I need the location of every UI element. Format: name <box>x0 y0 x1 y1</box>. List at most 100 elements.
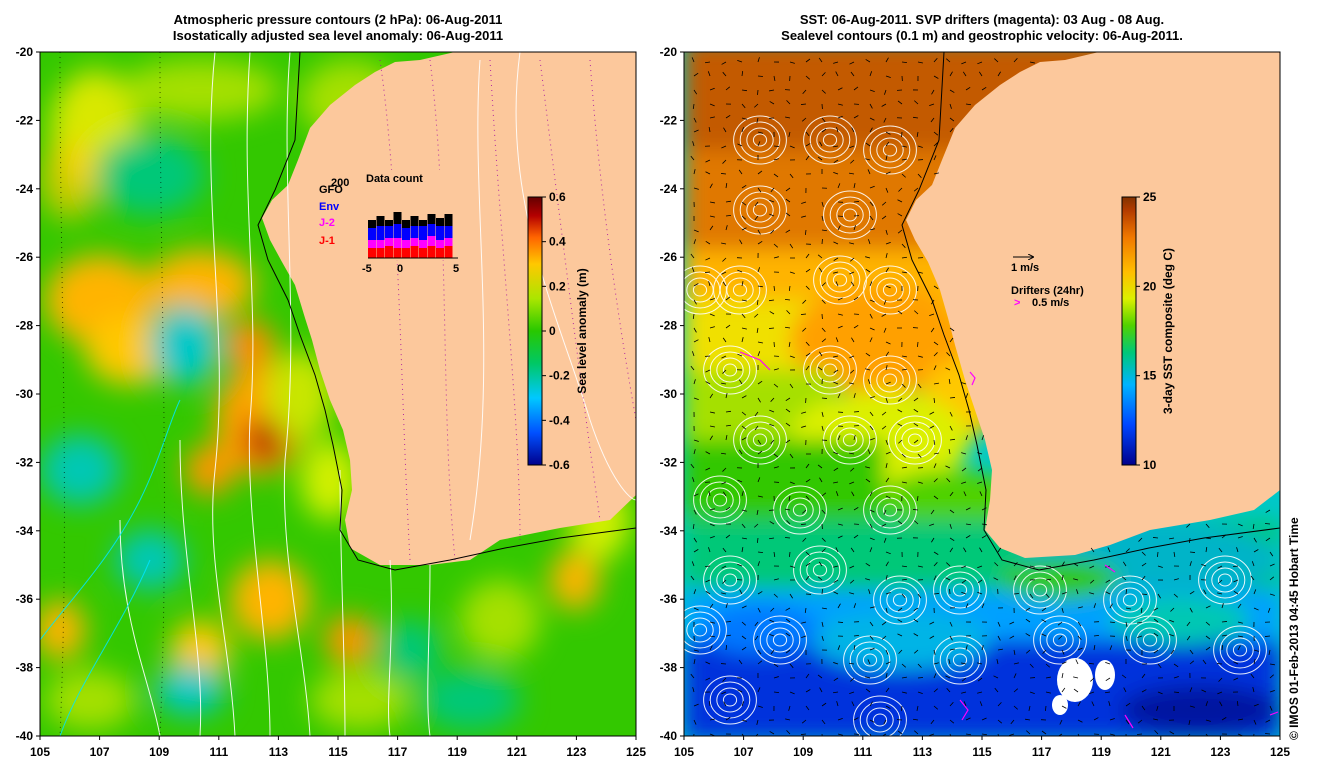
velocity-vector <box>1269 551 1274 557</box>
velocity-vector <box>741 719 747 722</box>
velocity-vector <box>885 365 888 371</box>
velocity-vector <box>768 299 775 302</box>
eddy-contour <box>823 190 877 240</box>
velocity-vector <box>837 393 841 399</box>
velocity-vector <box>833 171 839 175</box>
velocity-vector <box>977 691 983 694</box>
right-lon-label: 125 <box>1270 745 1290 759</box>
velocity-vector <box>1205 605 1211 609</box>
velocity-vector <box>901 368 908 371</box>
sla-colorbar-tick-label: 0.6 <box>549 190 566 204</box>
velocity-vector <box>1121 576 1127 581</box>
left-lon-label: 121 <box>507 745 527 759</box>
velocity-vector <box>1169 634 1175 637</box>
velocity-vector <box>1267 607 1271 613</box>
velocity-vector <box>1188 719 1191 725</box>
velocity-vector <box>693 537 697 543</box>
velocity-vector <box>757 660 763 665</box>
velocity-vector <box>948 379 951 385</box>
velocity-vector <box>754 635 759 641</box>
sst-colorbar: 25 20 15 10 3-day SST composite (deg C) <box>1121 190 1175 472</box>
right-lon-label: 121 <box>1151 745 1171 759</box>
velocity-vector <box>741 491 744 497</box>
velocity-vector <box>708 491 711 497</box>
velocity-vector <box>1153 607 1159 611</box>
velocity-vector <box>725 324 731 329</box>
velocity-vector <box>757 495 763 498</box>
velocity-vector <box>725 225 728 231</box>
eddy-contour <box>946 577 974 603</box>
velocity-vector <box>741 547 744 553</box>
velocity-vector <box>805 478 811 483</box>
velocity-vector <box>901 481 907 484</box>
velocity-vector <box>1029 61 1035 64</box>
velocity-vector <box>693 719 697 725</box>
velocity-vector <box>885 495 891 499</box>
velocity-vector <box>885 241 891 245</box>
velocity-vector <box>770 397 775 402</box>
velocity-vector <box>769 199 775 203</box>
right-lon-label: 119 <box>1092 745 1112 759</box>
eddy-contour <box>716 687 744 713</box>
velocity-vector <box>869 438 875 441</box>
velocity-vector <box>690 365 695 371</box>
velocity-vector <box>784 537 791 539</box>
velocity-vector <box>949 621 953 627</box>
velocity-vector <box>997 635 1001 641</box>
velocity-vector <box>1137 635 1143 638</box>
velocity-vector <box>821 201 824 207</box>
velocity-vector <box>1141 575 1146 581</box>
velocity-vector <box>773 243 779 248</box>
velocity-vector <box>933 649 936 655</box>
velocity-vector <box>757 57 760 63</box>
right-lat-label: -26 <box>660 250 678 264</box>
velocity-vector <box>917 481 923 484</box>
velocity-vector <box>933 562 938 567</box>
velocity-vector <box>853 115 859 119</box>
velocity-vector <box>1089 691 1095 695</box>
eddy-contour <box>722 363 738 377</box>
velocity-vector <box>933 365 937 371</box>
eddy-contour <box>826 267 854 293</box>
velocity-vector <box>930 327 935 333</box>
eddy-contour <box>722 573 738 587</box>
velocity-vector <box>930 509 935 515</box>
velocity-vector <box>885 561 889 567</box>
velocity-vector <box>897 229 903 234</box>
velocity-vector <box>1025 649 1031 654</box>
right-axes: -20 -22 -24 -26 -28 -30 -32 -34 -36 -38 -40 105 107 1… <box>660 45 1291 759</box>
eddy-contour <box>746 127 774 153</box>
velocity-vector <box>945 675 951 679</box>
velocity-vector <box>1205 701 1208 707</box>
velocity-vector <box>1173 676 1179 679</box>
velocity-vector <box>833 241 839 245</box>
velocity-vector <box>741 184 747 189</box>
eddy-contour <box>699 481 741 519</box>
velocity-vector <box>769 101 775 105</box>
velocity-vector <box>897 423 903 427</box>
velocity-vector <box>785 198 791 203</box>
velocity-vector <box>693 379 696 385</box>
velocity-vector <box>1010 719 1015 725</box>
velocity-vector <box>693 589 697 595</box>
velocity-vector <box>897 520 903 525</box>
velocity-vector <box>737 479 743 483</box>
velocity-vector <box>709 523 715 527</box>
inset-bar-segment <box>402 248 410 258</box>
eddy-contour <box>882 283 898 297</box>
velocity-vector <box>850 547 855 553</box>
velocity-vector <box>869 425 874 431</box>
inset-bar-segment <box>402 240 410 248</box>
velocity-vector <box>963 701 967 707</box>
left-title-line2: Isostatically adjusted sea level anomaly… <box>172 28 504 43</box>
velocity-vector <box>885 439 889 445</box>
velocity-vector <box>805 551 810 556</box>
right-lat-label: -40 <box>660 729 678 743</box>
velocity-vector <box>1013 705 1018 710</box>
velocity-vector <box>741 227 747 231</box>
velocity-vector <box>821 588 823 595</box>
velocity-vector <box>901 256 908 259</box>
velocity-vector <box>738 169 743 175</box>
sla-colorbar-label: Sea level anomaly (m) <box>575 268 589 393</box>
velocity-vector <box>737 689 743 693</box>
